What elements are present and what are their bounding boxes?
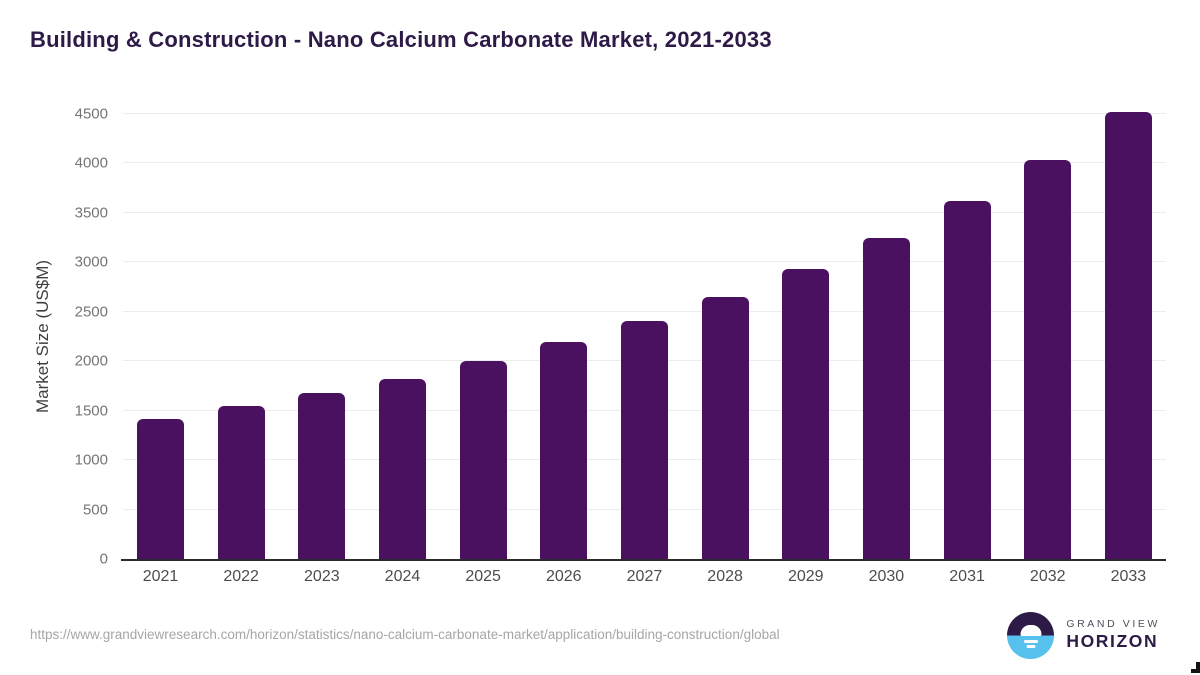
bar-cell-2022 [217,114,265,559]
bar-cell-2031 [943,114,991,559]
y-tick-label-4500: 4500 [74,105,108,123]
sun-dome-shape [1020,625,1042,636]
bar-series [123,112,1166,559]
x-tick-label-2025: 2025 [465,568,501,585]
bar-cell-2026 [540,114,588,559]
x-axis-tick-labels: 2021 2022 2023 2024 2025 2026 2027 2028 2029 2030… [123,568,1166,586]
gridline-3000 [123,261,1166,263]
y-tick-label-500: 500 [82,501,108,519]
y-tick-label-3500: 3500 [74,204,108,222]
bar-2024 [378,379,426,559]
bar-2033 [1104,112,1152,559]
sun-reflection-line [1023,639,1038,643]
y-tick-label-2000: 2000 [74,352,108,370]
corner-artifact [1191,662,1200,673]
y-tick-label-4000: 4000 [74,154,108,172]
bar-cell-2033 [1104,112,1152,559]
y-tick-label-1500: 1500 [74,402,108,420]
logo-text: GRAND VIEW HORIZON [1066,618,1160,653]
y-tick-label-2500: 2500 [74,303,108,321]
sun-reflection-line [1026,645,1036,648]
x-tick-label-2031: 2031 [949,568,985,585]
bar-cell-2025 [459,114,507,559]
horizon-sunrise-icon [1007,612,1055,659]
bar-2031 [943,201,991,559]
y-tick-label-1000: 1000 [74,451,108,469]
x-tick-label-2024: 2024 [384,568,421,585]
grand-view-horizon-logo: GRAND VIEW HORIZON [1007,612,1160,659]
bar-cell-2032 [1024,114,1072,559]
x-tick-label-2030: 2030 [868,568,905,585]
gridline-2500 [123,310,1166,312]
gridline-4500 [123,113,1166,114]
bar-cell-2027 [620,114,668,559]
bar-2026 [540,342,588,559]
bar-2021 [137,418,184,559]
bar-2029 [782,269,830,559]
bar-cell-2024 [378,114,426,559]
x-tick-label-2032: 2032 [1029,568,1066,585]
bar-cell-2030 [862,114,910,559]
bar-cell-2021 [137,114,184,559]
logo-text-grand-view: GRAND VIEW [1066,618,1160,630]
x-tick-label-2022: 2022 [223,568,259,585]
x-tick-label-2027: 2027 [626,568,663,585]
x-tick-label-2026: 2026 [545,568,582,585]
bar-2032 [1024,159,1072,559]
logo-text-horizon: HORIZON [1066,631,1159,652]
x-tick-label-2028: 2028 [707,568,743,585]
x-axis-line [121,559,1166,561]
bar-2025 [459,361,507,559]
plot-area [121,112,1166,561]
x-tick-label-2023: 2023 [304,568,340,585]
bar-2030 [862,237,910,559]
chart-title: Building & Construction - Nano Calcium C… [30,27,772,52]
gridline-3500 [123,211,1166,213]
bar-2023 [298,392,346,559]
gridline-4000 [123,162,1166,164]
x-tick-label-2021: 2021 [142,568,179,585]
bar-2022 [217,405,265,559]
bar-cell-2028 [701,114,749,559]
bar-2027 [620,320,668,559]
source-url[interactable]: https://www.grandviewresearch.com/horizo… [30,627,780,642]
bar-cell-2023 [298,114,346,559]
bar-cell-2029 [782,114,830,559]
bar-2028 [701,296,749,559]
x-tick-label-2029: 2029 [787,568,824,585]
y-tick-label-3000: 3000 [74,253,108,271]
y-axis-tick-labels: 0 500 1000 1500 2000 2500 3000 3500 4000 4500 [30,107,108,567]
y-tick-label-0: 0 [99,550,108,568]
x-tick-label-2033: 2033 [1110,568,1147,585]
